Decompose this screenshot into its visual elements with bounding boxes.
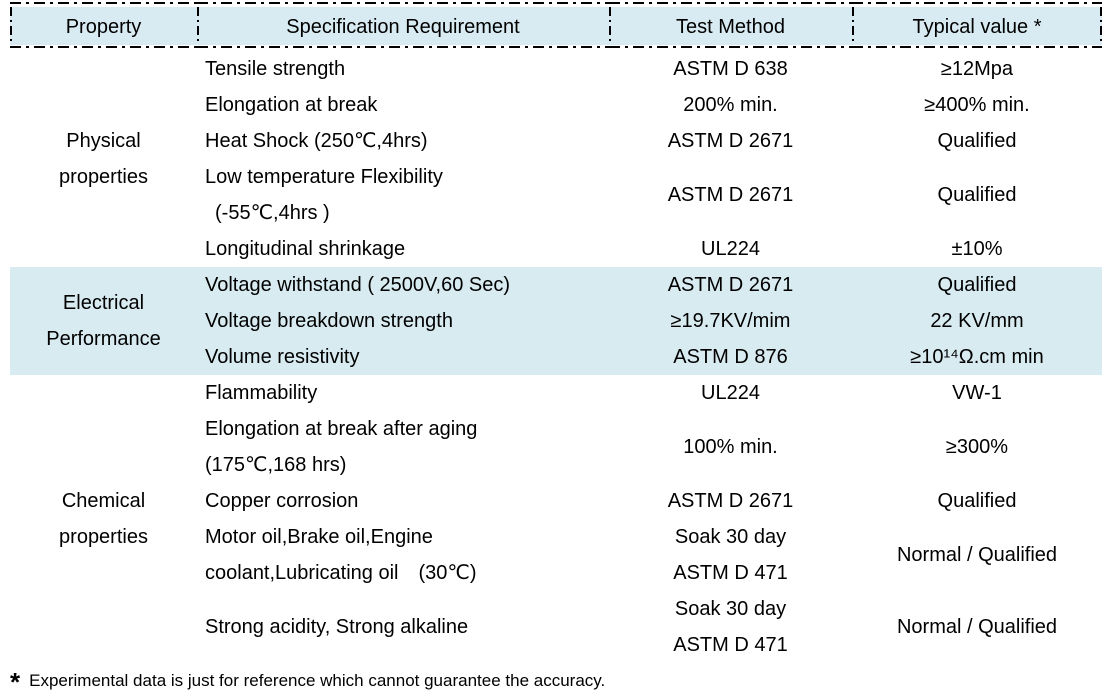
method-cell: ASTM D 876 xyxy=(609,339,852,375)
value-cell: Qualified xyxy=(937,490,1017,512)
method-cell: Soak 30 day ASTM D 471 xyxy=(673,526,788,584)
value-cell: ≥300% xyxy=(945,436,1009,458)
value-cell: Qualified xyxy=(937,184,1017,206)
table-row: Strong acidity, Strong alkaline Soak 30 … xyxy=(10,591,1102,663)
table-row: Motor oil,Brake oil,Engine coolant,Lubri… xyxy=(10,519,1102,591)
method-cell: ≥19.7KV/mim xyxy=(609,303,852,339)
header-row: Property Specification Requirement Test … xyxy=(10,2,1102,50)
table-row: Volume resistivity ASTM D 876 ≥10¹⁴Ω.cm … xyxy=(10,339,1102,375)
header-test-method: Test Method xyxy=(609,2,852,50)
spec-cell: Copper corrosion xyxy=(205,490,359,512)
table-header: Property Specification Requirement Test … xyxy=(10,2,1102,50)
spec-cell: Strong acidity, Strong alkaline xyxy=(205,616,469,638)
spec-cell: Low temperature Flexibility (-55℃,4hrs ) xyxy=(205,166,443,224)
table-row: Heat Shock (250℃,4hrs) ASTM D 2671 Quali… xyxy=(10,123,1102,159)
spec-cell: Volume resistivity xyxy=(197,339,609,375)
table-row: Physical properties Tensile strength AST… xyxy=(10,50,1102,188)
table-row: Low temperature Flexibility (-55℃,4hrs )… xyxy=(10,159,1102,231)
value-cell: Normal / Qualified xyxy=(896,616,1058,638)
footnote-text: Experimental data is just for reference … xyxy=(29,671,606,690)
method-cell: ASTM D 2671 xyxy=(609,267,852,303)
value-cell: ≥10¹⁴Ω.cm min xyxy=(852,339,1102,375)
method-cell: UL224 xyxy=(701,238,760,260)
spec-cell: Elongation at break xyxy=(205,94,378,116)
table-body: Physical properties Tensile strength AST… xyxy=(10,50,1102,664)
spec-cell: Longitudinal shrinkage xyxy=(205,238,406,260)
property-cell-chemical: Chemical properties xyxy=(59,490,148,548)
method-cell: 100% min. xyxy=(683,436,778,458)
table-row: Electrical Performance Voltage withstand… xyxy=(10,267,1102,375)
method-cell: ASTM D 638 xyxy=(673,58,788,80)
spec-cell: Tensile strength xyxy=(205,58,346,80)
method-cell: UL224 xyxy=(701,382,760,404)
spec-cell: Voltage withstand ( 2500V,60 Sec) xyxy=(197,267,609,303)
spec-cell: Motor oil,Brake oil,Engine coolant,Lubri… xyxy=(205,526,477,584)
value-cell: Qualified xyxy=(852,267,1102,303)
specification-table: Property Specification Requirement Test … xyxy=(10,2,1102,663)
table-row: Copper corrosion ASTM D 2671 Qualified xyxy=(10,483,1102,519)
header-typical-value: Typical value * xyxy=(852,2,1102,50)
spec-cell: Flammability xyxy=(205,382,318,404)
value-cell: ≥400% min. xyxy=(924,94,1030,116)
table-row: Voltage breakdown strength ≥19.7KV/mim 2… xyxy=(10,303,1102,339)
table-row: Elongation at break 200% min. ≥400% min. xyxy=(10,87,1102,123)
method-cell: ASTM D 2671 xyxy=(667,184,794,206)
footnote: * Experimental data is just for referenc… xyxy=(10,667,1120,697)
value-cell: Normal / Qualified xyxy=(896,544,1058,566)
spec-cell: Elongation at break after aging (175℃,16… xyxy=(205,418,478,476)
property-cell-physical: Physical properties xyxy=(59,130,148,188)
value-cell: 22 KV/mm xyxy=(852,303,1102,339)
method-cell: Soak 30 day ASTM D 471 xyxy=(673,598,788,656)
spec-cell: Heat Shock (250℃,4hrs) xyxy=(205,130,428,152)
header-property: Property xyxy=(10,2,197,50)
spec-cell: Voltage breakdown strength xyxy=(197,303,609,339)
table-row: Elongation at break after aging (175℃,16… xyxy=(10,411,1102,483)
value-cell: VW-1 xyxy=(952,382,1002,404)
method-cell: ASTM D 2671 xyxy=(667,490,794,512)
value-cell: Qualified xyxy=(937,130,1017,152)
header-specification-requirement: Specification Requirement xyxy=(197,2,609,50)
property-cell-electrical: Electrical Performance xyxy=(10,267,197,375)
method-cell: 200% min. xyxy=(683,94,778,116)
value-cell: ±10% xyxy=(951,238,1003,260)
value-cell: ≥12Mpa xyxy=(940,58,1014,80)
table-row: Chemical properties Flammability UL224 V… xyxy=(10,375,1102,548)
method-cell: ASTM D 2671 xyxy=(667,130,794,152)
table-row: Longitudinal shrinkage UL224 ±10% xyxy=(10,231,1102,267)
asterisk-marker: * xyxy=(10,667,21,697)
